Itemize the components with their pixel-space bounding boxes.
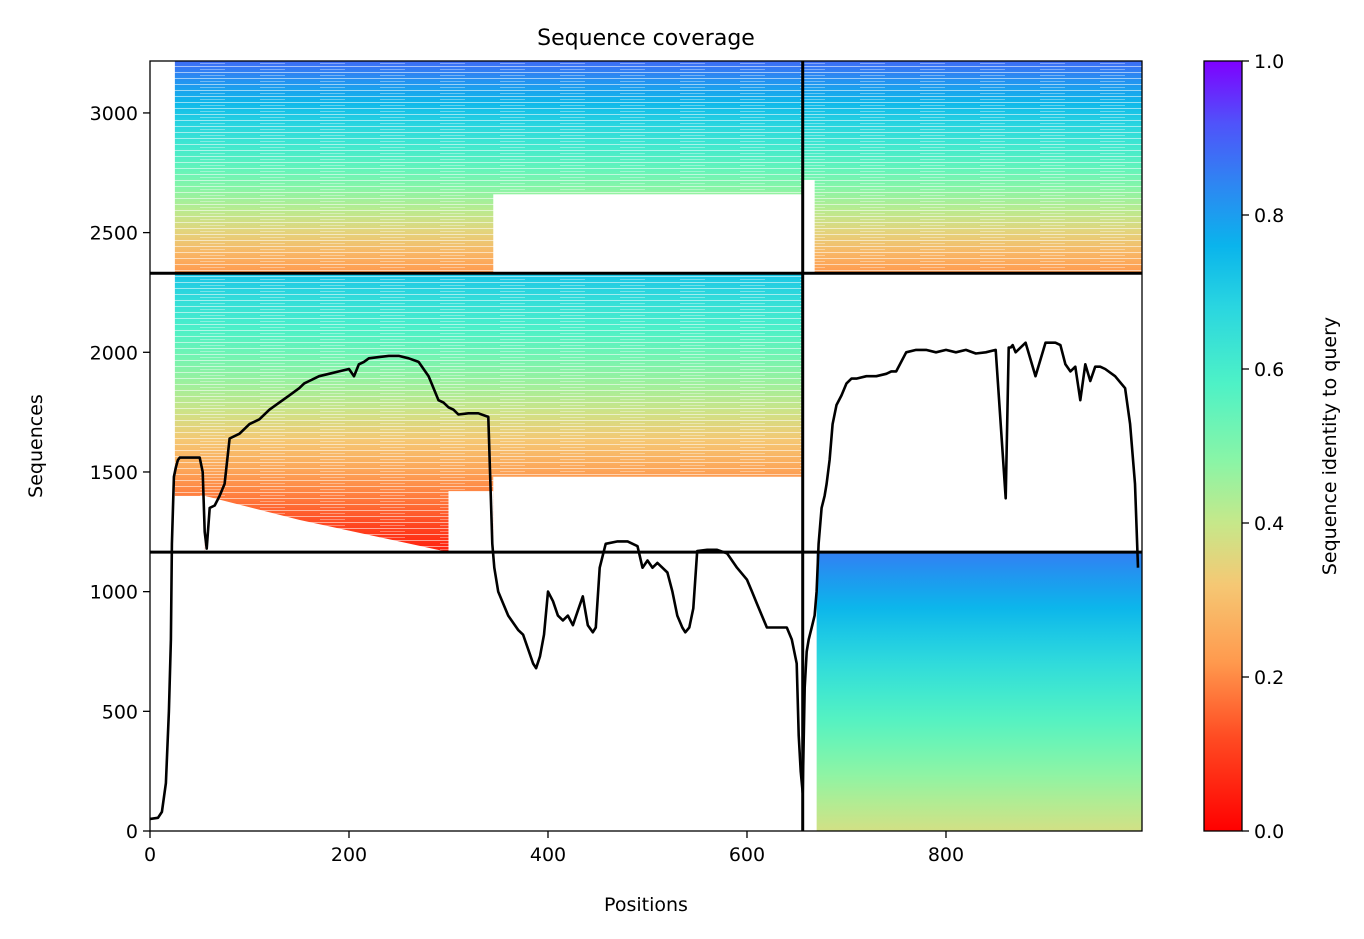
y-tick-label: 2500 [90,223,138,245]
y-tick-label: 1500 [90,462,138,484]
x-tick-label: 200 [331,844,367,866]
colorbar-tick-label: 0.2 [1254,667,1284,689]
gap-region [150,61,175,553]
gap-region [493,476,803,553]
divider-lines [150,61,1142,831]
axes-frame [149,60,1143,832]
gap-region [150,495,205,553]
colorbar-tick-label: 0.4 [1254,513,1284,535]
plot-area [150,61,1142,831]
x-tick-label: 600 [729,844,765,866]
y-tick-label: 3000 [90,103,138,125]
y-tick-label: 0 [126,821,138,843]
chart-title: Sequence coverage [537,26,755,51]
gap-region [493,194,803,274]
block-bottom-right-fill [816,552,1142,831]
gap-region [802,273,1142,553]
colorbar-tick-label: 0.6 [1254,359,1284,381]
y-axis-label: Sequences [25,394,47,498]
y-axis-ticks: 0 500 1000 1500 2000 2500 3000 [90,103,150,843]
gap-region [204,495,449,553]
gap-region [802,179,815,274]
y-tick-label: 1000 [90,582,138,604]
gap-region [448,491,494,553]
gap-region [150,552,803,831]
x-tick-label: 800 [928,844,964,866]
y-tick-label: 2000 [90,342,138,364]
x-tick-label: 0 [144,844,156,866]
x-tick-label: 400 [530,844,566,866]
colorbar-tick-label: 1.0 [1254,51,1284,73]
colorbar-label: Sequence identity to query [1319,317,1341,575]
colorbar-gradient [1204,61,1242,831]
colorbar-frame [1203,60,1243,832]
coverage-line [150,341,1140,821]
block-streaks-top-right [802,61,1142,274]
colorbar-tick-label: 0.8 [1254,205,1284,227]
colorbar-tick-label: 0.0 [1254,821,1284,843]
x-axis-label: Positions [604,894,688,916]
y-tick-label: 500 [102,701,138,723]
colorbar-ticks: 0.0 0.2 0.4 0.6 0.8 1.0 [1242,51,1284,843]
x-axis-ticks: 0 200 400 600 800 [144,831,964,866]
colorbar: 0.0 0.2 0.4 0.6 0.8 1.0 Sequence identity to … [1203,51,1341,843]
